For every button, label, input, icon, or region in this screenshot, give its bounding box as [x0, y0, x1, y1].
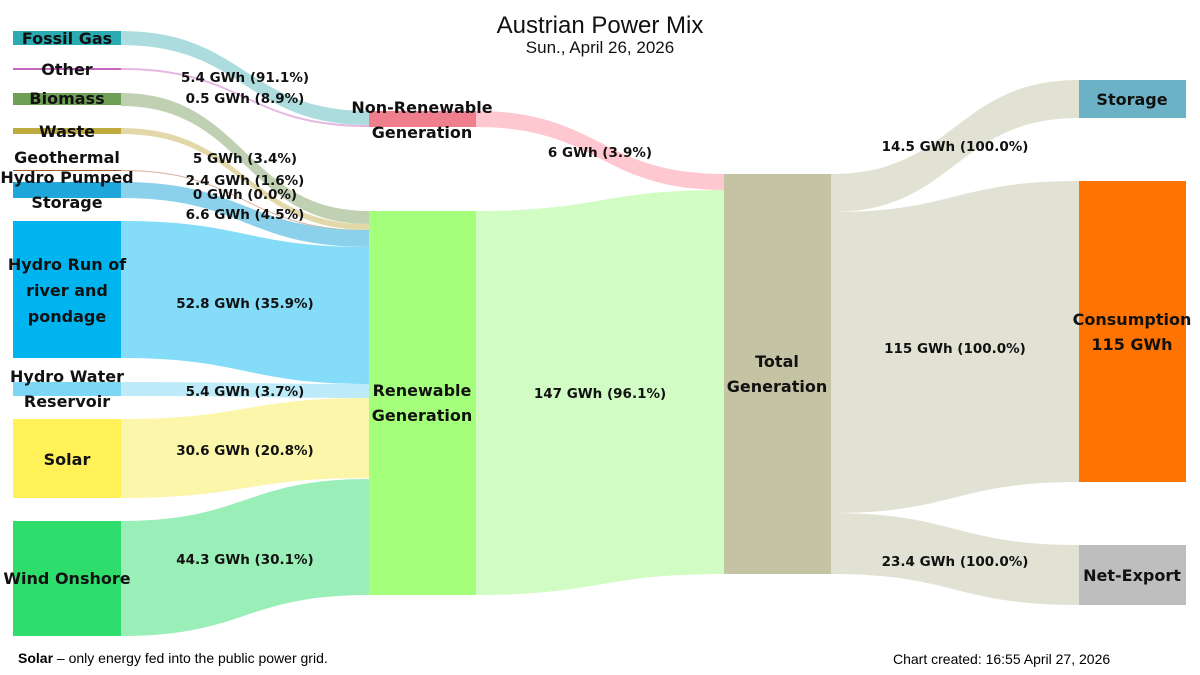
footnote-text: – only energy fed into the public power … — [56, 650, 328, 666]
flow-label-net-export: 23.4 GWh (100.0%) — [882, 554, 1029, 570]
node-label-net-export: Net-Export — [1083, 566, 1181, 585]
flow-label-geothermal: 0 GWh (0.0%) — [193, 187, 297, 203]
flow-label-renewable: 147 GWh (96.1%) — [534, 386, 666, 402]
node-waste — [13, 128, 121, 134]
flow-label-consumption: 115 GWh (100.0%) — [884, 341, 1026, 357]
flow-storage — [831, 80, 1079, 212]
flow-renewable — [476, 190, 724, 595]
flow-label-wind: 44.3 GWh (30.1%) — [176, 552, 313, 568]
chart-subtitle: Sun., April 26, 2026 — [526, 38, 674, 57]
flow-geothermal — [121, 170, 369, 231]
node-label-storage: Storage — [1096, 90, 1167, 109]
flow-other — [121, 68, 369, 127]
node-non-renewable — [369, 111, 476, 127]
node-storage — [1079, 80, 1186, 118]
flow-label-solar: 30.6 GWh (20.8%) — [176, 443, 313, 459]
footnote-term: Solar — [18, 650, 54, 666]
flow-label-fossil-gas: 5.4 GWh (91.1%) — [181, 70, 309, 86]
flow-label-hydro-pumped: 6.6 GWh (4.5%) — [186, 207, 305, 223]
node-hydro-reservoir — [13, 382, 121, 396]
node-label-biomass: Biomass — [29, 89, 104, 108]
nodes-layer — [13, 31, 1186, 636]
node-wind — [13, 521, 121, 636]
node-label-solar: Solar — [44, 450, 91, 469]
flow-hydro-run — [121, 221, 369, 384]
flow-label-waste: 2.4 GWh (1.6%) — [186, 173, 305, 189]
flow-biomass — [121, 93, 369, 224]
node-renewable — [369, 211, 476, 595]
flow-hydro-pumped — [121, 182, 369, 247]
flow-label-hydro-reservoir: 5.4 GWh (3.7%) — [186, 384, 305, 400]
flow-label-non-renewable: 6 GWh (3.9%) — [548, 145, 652, 161]
node-label-geothermal: Geothermal — [14, 148, 120, 167]
flow-consumption — [831, 181, 1079, 513]
node-consumption — [1079, 181, 1186, 482]
flows-layer — [121, 31, 1079, 636]
node-label-total: Total Generation — [727, 352, 827, 396]
flow-non-renewable — [476, 111, 724, 190]
node-label-hydro-pumped: Hydro Pumped Storage — [0, 168, 133, 212]
node-fossil-gas — [13, 31, 121, 45]
node-other — [13, 68, 121, 70]
footnote: Solar – only energy fed into the public … — [18, 650, 328, 666]
chart-created-timestamp: Chart created: 16:55 April 27, 2026 — [893, 651, 1111, 667]
node-label-consumption: Consumption 115 GWh — [1073, 310, 1192, 354]
node-label-fossil-gas: Fossil Gas — [22, 29, 112, 48]
node-label-hydro-run: Hydro Run of river and pondage — [8, 255, 127, 326]
node-hydro-pumped — [13, 182, 121, 198]
labels-layer: Fossil GasOtherBiomassWasteGeothermalHyd… — [0, 29, 1191, 588]
node-label-renewable: Renewable Generation — [372, 381, 472, 425]
node-label-non-renewable: Non-Renewable Generation — [351, 98, 492, 142]
flow-fossil-gas — [121, 31, 369, 125]
node-total — [724, 174, 831, 574]
node-label-wind: Wind Onshore — [3, 569, 130, 588]
node-label-waste: Waste — [39, 122, 95, 141]
node-net-export — [1079, 545, 1186, 605]
node-label-hydro-reservoir: Hydro Water Reservoir — [10, 367, 124, 411]
node-hydro-run — [13, 221, 121, 358]
node-label-other: Other — [41, 60, 92, 79]
flow-hydro-reservoir — [121, 382, 369, 398]
node-solar — [13, 419, 121, 498]
flow-solar — [121, 398, 369, 498]
flow-label-hydro-run: 52.8 GWh (35.9%) — [176, 296, 313, 312]
node-biomass — [13, 93, 121, 105]
flow-waste — [121, 128, 369, 230]
chart-title: Austrian Power Mix — [497, 12, 704, 39]
flow-label-storage: 14.5 GWh (100.0%) — [882, 139, 1029, 155]
flow-label-biomass: 5 GWh (3.4%) — [193, 151, 297, 167]
flow-wind — [121, 479, 369, 636]
flow-net-export — [831, 513, 1079, 605]
flow-label-other: 0.5 GWh (8.9%) — [186, 91, 305, 107]
node-geothermal — [13, 170, 121, 171]
